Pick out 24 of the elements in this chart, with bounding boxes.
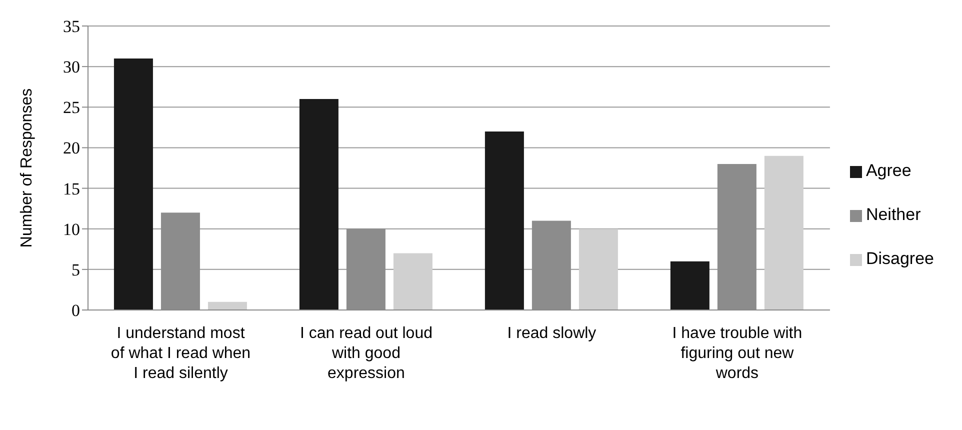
x-tick-label: I can read out loud with good expression [300, 325, 433, 382]
y-tick-label: 25 [63, 98, 80, 118]
x-tick-label: I have trouble with figuring out new words [672, 325, 802, 382]
legend-label: Agree [866, 161, 912, 180]
bar [578, 228, 618, 310]
x-tick-label: I understand most of what I read when I read silently [110, 325, 251, 382]
bar [299, 99, 338, 310]
y-tick-label: 10 [63, 220, 80, 239]
y-tick-label: 30 [63, 58, 80, 77]
y-tick-label: 0 [72, 301, 80, 320]
bar [484, 131, 524, 310]
bar [764, 156, 804, 310]
legend-label: Neither [866, 205, 921, 224]
legend-label: Disagree [866, 249, 934, 268]
bar [114, 58, 153, 310]
bar [670, 261, 710, 310]
y-tick-label: 20 [63, 138, 80, 158]
y-tick-label: 15 [63, 179, 80, 198]
y-tick-label: 35 [63, 17, 80, 36]
bar [393, 253, 432, 310]
bar [208, 302, 247, 310]
y-axis-title: Number of Responses [18, 88, 36, 248]
y-tick-label: 5 [72, 260, 80, 280]
x-tick-label: I read slowly [507, 325, 596, 342]
